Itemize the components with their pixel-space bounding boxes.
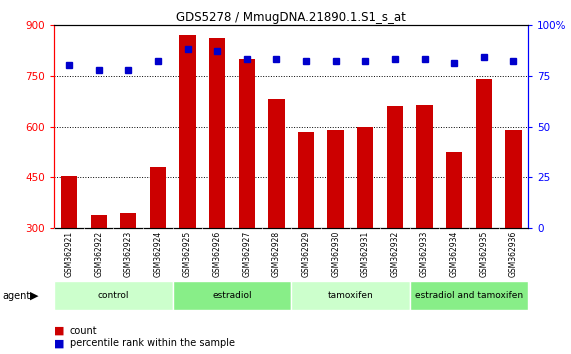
Bar [54, 281, 172, 310]
Bar [416, 104, 433, 228]
Text: GSM362925: GSM362925 [183, 231, 192, 277]
Title: GDS5278 / MmugDNA.21890.1.S1_s_at: GDS5278 / MmugDNA.21890.1.S1_s_at [176, 11, 406, 24]
Text: GSM362932: GSM362932 [391, 231, 399, 277]
Bar [239, 59, 255, 228]
Text: GSM362933: GSM362933 [420, 231, 429, 278]
Text: GSM362927: GSM362927 [242, 231, 251, 277]
Text: GSM362936: GSM362936 [509, 231, 518, 278]
Bar [446, 152, 463, 228]
Bar [328, 130, 344, 228]
Text: estradiol: estradiol [212, 291, 252, 300]
Text: agent: agent [3, 291, 31, 301]
Text: ▶: ▶ [30, 291, 38, 301]
Bar [387, 106, 403, 228]
Text: ■: ■ [54, 326, 65, 336]
Text: control: control [98, 291, 129, 300]
Bar [172, 281, 291, 310]
Text: GSM362921: GSM362921 [65, 231, 74, 277]
Text: GSM362930: GSM362930 [331, 231, 340, 278]
Text: GSM362935: GSM362935 [479, 231, 488, 278]
Text: GSM362923: GSM362923 [124, 231, 133, 277]
Bar [410, 281, 528, 310]
Text: GSM362924: GSM362924 [154, 231, 162, 277]
Bar [268, 99, 284, 228]
Bar [298, 132, 314, 228]
Bar [357, 127, 373, 228]
Text: estradiol and tamoxifen: estradiol and tamoxifen [415, 291, 523, 300]
Bar [150, 167, 166, 228]
Text: GSM362934: GSM362934 [449, 231, 459, 278]
Bar [476, 79, 492, 228]
Text: GSM362929: GSM362929 [301, 231, 311, 277]
Text: GSM362922: GSM362922 [94, 231, 103, 277]
Bar [209, 38, 226, 228]
Bar [291, 281, 410, 310]
Bar [61, 176, 77, 228]
Bar [91, 215, 107, 228]
Text: count: count [70, 326, 97, 336]
Bar [179, 35, 196, 228]
Text: tamoxifen: tamoxifen [328, 291, 373, 300]
Text: GSM362931: GSM362931 [361, 231, 370, 277]
Text: GSM362928: GSM362928 [272, 231, 281, 277]
Text: ■: ■ [54, 338, 65, 348]
Bar [505, 130, 521, 228]
Bar [120, 213, 136, 228]
Text: percentile rank within the sample: percentile rank within the sample [70, 338, 235, 348]
Text: GSM362926: GSM362926 [212, 231, 222, 277]
